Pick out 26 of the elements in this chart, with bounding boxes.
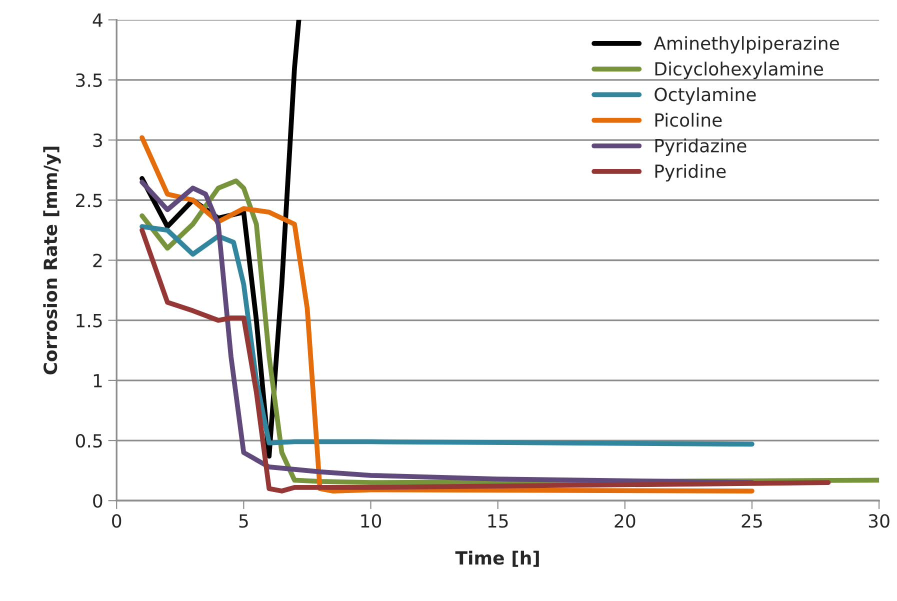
y-tick-label: 3 bbox=[93, 133, 102, 148]
y-tick-label: 0 bbox=[93, 494, 102, 508]
legend-label: Octylamine bbox=[654, 87, 756, 105]
y-tick-label: 2.5 bbox=[76, 194, 102, 208]
y-tick-label: 1.5 bbox=[76, 314, 102, 328]
x-tick-label: 20 bbox=[614, 514, 636, 528]
x-axis-title: Time [h] bbox=[455, 550, 539, 567]
x-tick-label: 10 bbox=[361, 514, 382, 528]
legend-label: Pyridazine bbox=[655, 138, 746, 156]
legend-label: Dicyclohexylamine bbox=[655, 62, 824, 80]
y-tick-label: 0.5 bbox=[76, 434, 102, 448]
y-tick-label: 3.5 bbox=[76, 73, 102, 88]
y-axis-title: Corrosion Rate [mm/y] bbox=[43, 146, 61, 374]
x-tick-label: 5 bbox=[239, 514, 248, 528]
legend-label: Aminethylpiperazine bbox=[654, 36, 839, 54]
line-series bbox=[140, 224, 754, 447]
line-series bbox=[140, 228, 831, 494]
x-tick-label: 0 bbox=[112, 514, 122, 528]
x-tick-label: 30 bbox=[868, 514, 890, 528]
x-tick-label: 15 bbox=[488, 514, 508, 528]
y-tick-label: 1 bbox=[94, 374, 102, 388]
legend-label: Pyridine bbox=[655, 164, 726, 182]
legend-label: Picoline bbox=[655, 112, 722, 127]
y-tick-label: 2 bbox=[93, 254, 102, 268]
x-tick-label: 25 bbox=[742, 514, 762, 528]
y-tick-label: 4 bbox=[92, 14, 102, 27]
